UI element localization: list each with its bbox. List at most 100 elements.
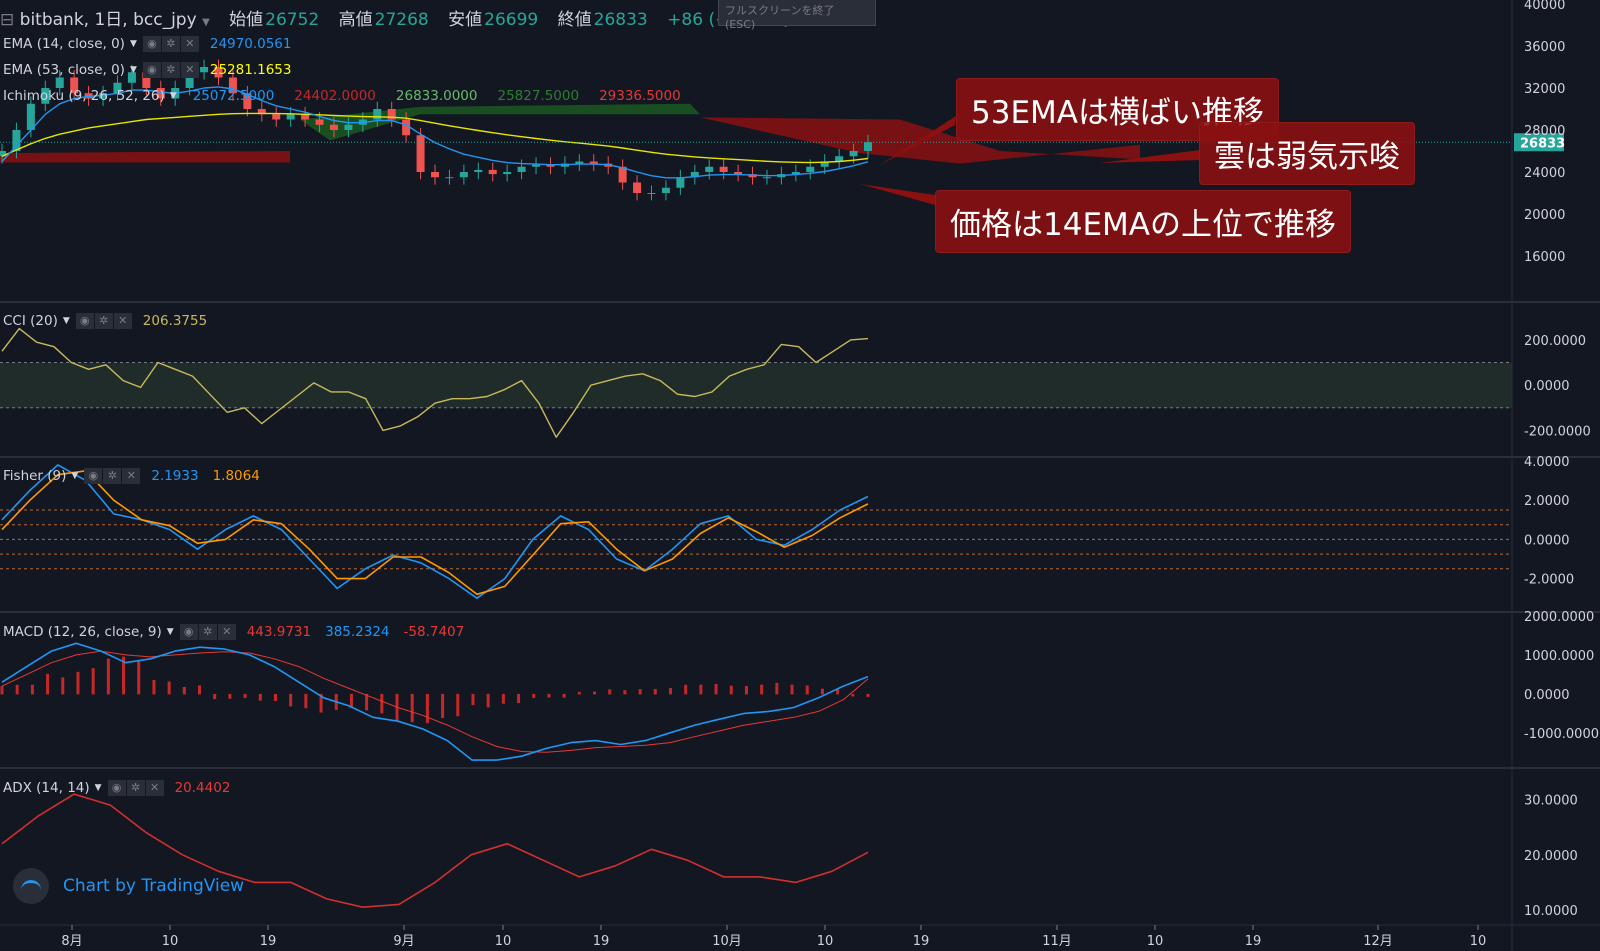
macd-histogram-bar <box>866 693 870 697</box>
legend-ema53-name[interactable]: EMA (53, close, 0) <box>3 62 125 78</box>
macd-histogram-bar <box>532 693 536 698</box>
gear-icon[interactable]: ✲ <box>103 468 122 484</box>
eye-icon[interactable]: ◉ <box>84 468 103 484</box>
y-tick-label: 20000 <box>1524 208 1565 223</box>
macd-histogram-bar <box>744 686 748 695</box>
macd-histogram-bar <box>456 693 460 717</box>
symbol-title[interactable]: bitbank, 1日, bcc_jpy <box>19 10 197 30</box>
eye-icon[interactable]: ◉ <box>75 313 94 329</box>
chevron-down-icon[interactable]: ▼ <box>169 91 177 101</box>
gear-icon[interactable]: ✲ <box>126 780 145 796</box>
legend-fisher[interactable]: Fisher (9) ▼ ◉ ✲ ✕ 2.1933 1.8064 <box>0 468 260 484</box>
chevron-down-icon[interactable]: ▼ <box>202 17 210 28</box>
candle-body <box>517 166 526 172</box>
collapse-icon[interactable]: ⊟ <box>0 10 15 30</box>
candle-body <box>26 103 35 130</box>
annotation-cloud-bearish[interactable]: 雲は弱気示唆 <box>1199 122 1415 185</box>
macd-histogram-bar <box>122 656 126 695</box>
chevron-down-icon[interactable]: ▼ <box>62 316 70 326</box>
candle-body <box>690 172 699 178</box>
eye-icon[interactable]: ◉ <box>107 780 126 796</box>
macd-histogram-bar <box>137 660 141 695</box>
close-icon[interactable]: ✕ <box>122 468 141 484</box>
macd-line <box>1 642 869 761</box>
legend-macd-name[interactable]: MACD (12, 26, close, 9) <box>3 624 162 640</box>
candle-body <box>272 114 281 120</box>
macd-histogram-bar <box>91 668 95 695</box>
eye-icon[interactable]: ◉ <box>142 36 161 52</box>
candle-body <box>214 67 223 78</box>
candle-body <box>647 193 656 194</box>
macd-histogram-bar <box>273 693 277 702</box>
macd-histogram-bar <box>820 688 824 695</box>
ichimoku-cloud-bullish <box>300 103 700 141</box>
candle-body <box>387 109 396 120</box>
macd-histogram-bar <box>289 693 293 707</box>
chevron-down-icon[interactable]: ▼ <box>129 65 137 75</box>
legend-ichimoku-name[interactable]: Ichimoku (9, 26, 52, 26) <box>3 88 165 104</box>
close-icon[interactable]: ✕ <box>180 36 199 52</box>
gear-icon[interactable]: ✲ <box>161 36 180 52</box>
legend-adx-name[interactable]: ADX (14, 14) <box>3 780 90 796</box>
x-tick-label: 19 <box>593 934 610 949</box>
legend-fisher-v2: 1.8064 <box>212 468 260 484</box>
legend-ichimoku[interactable]: Ichimoku (9, 26, 52, 26) ▼ 25072.5000 244… <box>0 88 681 104</box>
legend-adx[interactable]: ADX (14, 14) ▼ ◉ ✲ ✕ 20.4402 <box>0 780 230 796</box>
y-tick-label: 0.0000 <box>1524 688 1570 703</box>
legend-ichimoku-v3: 26833.0000 <box>395 88 478 104</box>
macd-histogram-bar <box>608 689 612 695</box>
candle-body <box>156 88 165 99</box>
legend-fisher-name[interactable]: Fisher (9) <box>3 468 67 484</box>
chevron-down-icon[interactable]: ▼ <box>166 627 174 637</box>
legend-ema14[interactable]: EMA (14, close, 0) ▼ ◉ ✲ ✕ 24970.0561 <box>0 36 291 52</box>
gear-icon[interactable]: ✲ <box>198 624 217 640</box>
candle-body <box>185 72 194 88</box>
legend-ema14-name[interactable]: EMA (14, close, 0) <box>3 36 125 52</box>
macd-histogram-bar <box>106 658 110 695</box>
tradingview-watermark[interactable]: Chart by TradingView <box>13 868 244 904</box>
candle-body <box>820 161 829 167</box>
legend-adx-value: 20.4402 <box>174 780 231 796</box>
eye-icon[interactable]: ◉ <box>179 624 198 640</box>
legend-cci[interactable]: CCI (20) ▼ ◉ ✲ ✕ 206.3755 <box>0 313 207 329</box>
candle-body <box>41 88 50 104</box>
y-tick-label: 30.0000 <box>1524 794 1578 809</box>
macd-histogram-bar <box>547 693 551 698</box>
macd-histogram-bar <box>441 693 445 719</box>
candle-body <box>618 166 627 183</box>
y-tick-label: 24000 <box>1524 166 1565 181</box>
close-icon[interactable]: ✕ <box>180 62 199 78</box>
legend-macd[interactable]: MACD (12, 26, close, 9) ▼ ◉ ✲ ✕ 443.9731 38… <box>0 624 464 640</box>
macd-histogram-bar <box>851 693 855 697</box>
chevron-down-icon[interactable]: ▼ <box>129 39 137 49</box>
legend-cci-name[interactable]: CCI (20) <box>3 313 58 329</box>
macd-histogram-bar <box>228 693 232 699</box>
candle-body <box>445 177 454 179</box>
fullscreen-exit-tooltip[interactable]: フルスクリーンを終了 (ESC) <box>718 0 876 31</box>
gear-icon[interactable]: ✲ <box>94 313 113 329</box>
macd-histogram-bar <box>699 684 703 695</box>
x-tick-label: 11月 <box>1042 934 1072 949</box>
y-tick-label: -2.0000 <box>1524 573 1574 588</box>
y-tick-label: 0.0000 <box>1524 533 1570 548</box>
macd-histogram-bar <box>836 689 840 695</box>
close-icon[interactable]: ✕ <box>145 780 164 796</box>
macd-histogram-bar <box>790 684 794 695</box>
gear-icon[interactable]: ✲ <box>161 62 180 78</box>
legend-ema53[interactable]: EMA (53, close, 0) ▼ ◉ ✲ ✕ 25281.1653 <box>0 62 291 78</box>
candle-body <box>835 156 844 162</box>
macd-histogram-bar <box>30 684 34 695</box>
y-tick-label: 10.0000 <box>1524 904 1578 919</box>
x-tick-label: 10月 <box>712 934 742 949</box>
candle-body <box>705 166 714 172</box>
macd-histogram-bar <box>668 688 672 695</box>
macd-histogram-bar <box>0 686 4 695</box>
eye-icon[interactable]: ◉ <box>142 62 161 78</box>
close-icon[interactable]: ✕ <box>217 624 236 640</box>
chevron-down-icon[interactable]: ▼ <box>71 471 79 481</box>
close-icon[interactable]: ✕ <box>113 313 132 329</box>
x-tick-label: 9月 <box>393 934 414 949</box>
chevron-down-icon[interactable]: ▼ <box>94 783 102 793</box>
annotation-price-above-ema14[interactable]: 価格は14EMAの上位で推移 <box>935 190 1351 253</box>
